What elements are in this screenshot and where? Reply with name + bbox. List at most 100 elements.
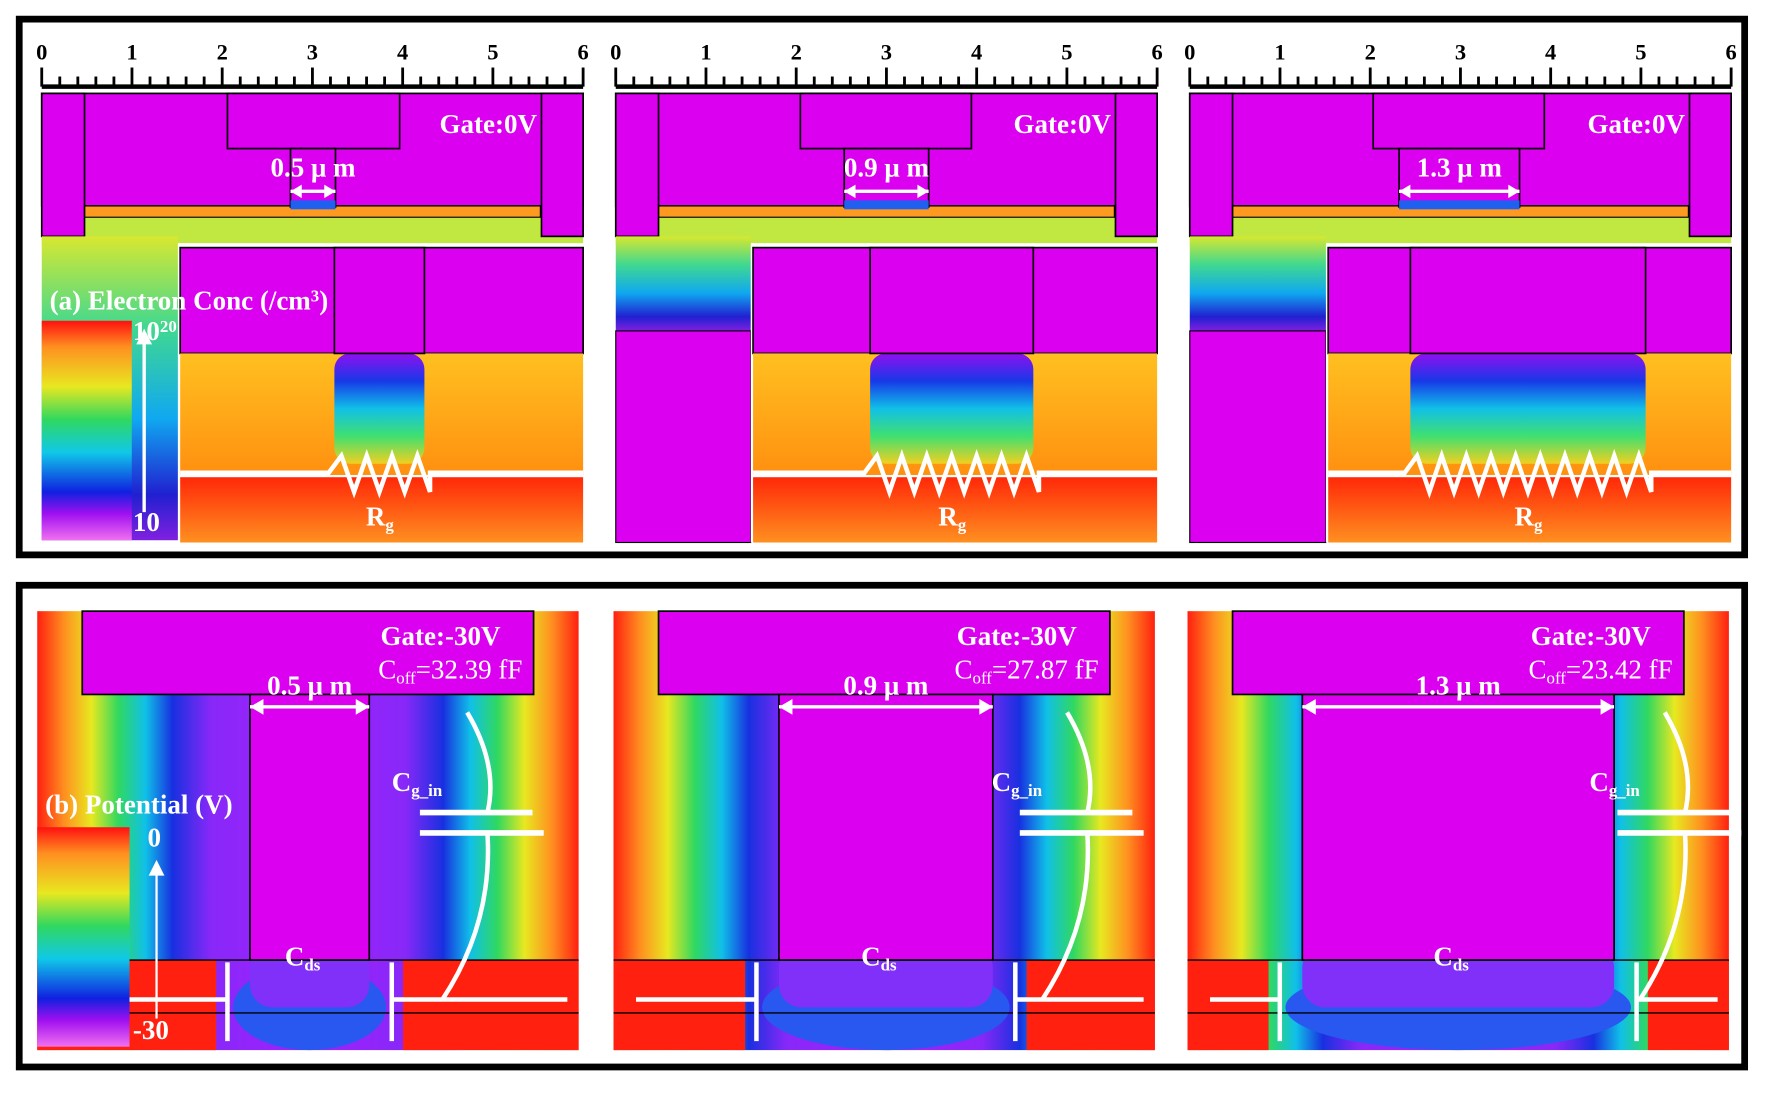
- field-bottom-left: [613, 960, 746, 1051]
- cg-label-part: g_in: [1011, 781, 1043, 800]
- ruler-label: 5: [1635, 40, 1646, 65]
- colorbar-bottom-label: -30: [133, 1015, 169, 1045]
- inset-red-band: [753, 477, 1158, 543]
- inset-trench-top: [869, 246, 1035, 355]
- gate-top: [1231, 610, 1685, 696]
- cg-wire: [1040, 711, 1093, 1001]
- gate-label: Gate:-30V: [381, 621, 501, 651]
- arrow-head: [249, 698, 370, 715]
- gate-stem: [843, 147, 930, 208]
- left-strip: [1189, 236, 1326, 331]
- resistor-label-part: R: [938, 502, 958, 532]
- cds-label-part: ds: [881, 956, 897, 975]
- inset-trench: [1410, 353, 1646, 464]
- ruler-label: 4: [397, 40, 408, 65]
- coff-label-part: off: [973, 669, 993, 688]
- resistor-label-part: g: [385, 516, 394, 535]
- ruler-label: 0: [36, 40, 47, 65]
- cds-label: Cds: [285, 942, 321, 975]
- width-label: 0.9 μ m: [843, 670, 929, 700]
- ruler-label: 2: [217, 40, 228, 65]
- coff-label-part: C: [378, 655, 396, 685]
- trench-depletion: [1302, 945, 1615, 1008]
- cds-plates: [1210, 962, 1718, 1042]
- ruler-label: 3: [307, 40, 318, 65]
- colorbar-top-label-part: 10: [133, 316, 160, 346]
- ruler-label: 6: [1152, 40, 1163, 65]
- panel-a-label: (a) Electron Conc (/cm3): [50, 286, 329, 316]
- gate-box: [1372, 92, 1546, 150]
- coff-label-part: off: [396, 669, 416, 688]
- panel-a: 0 1 2 3 4 5 6 Gate:0V 0.5 μ m Rg 0 1 2 3 4 5 6 Gate:0V 0.9…: [36, 40, 1737, 544]
- gate-label: Gate:0V: [1588, 109, 1686, 139]
- cg-label: Cg_in: [992, 767, 1043, 800]
- cds-label-part: ds: [304, 956, 320, 975]
- resistor-label-part: g: [1534, 516, 1543, 535]
- gate-foot: [1399, 200, 1520, 210]
- colorbar-a: [41, 320, 132, 541]
- arrow-head: [148, 859, 165, 876]
- resistor-label: Rg: [366, 502, 395, 535]
- field-bottom-right: [403, 960, 579, 1051]
- coff-label-part: =23.42 fF: [1566, 655, 1673, 685]
- drain-contact: [1688, 92, 1732, 238]
- panel-b-frame: [15, 581, 1749, 1071]
- gate-label: Gate:-30V: [957, 621, 1077, 651]
- cg-label-part: C: [992, 767, 1012, 797]
- colorbar-bottom-label: 10: [133, 507, 160, 537]
- cds-label-part: C: [861, 942, 881, 972]
- coff-label: Coff=27.87 fF: [955, 655, 1099, 688]
- arrow-head: [917, 184, 929, 199]
- left-strip: [615, 236, 751, 331]
- coff-label-part: C: [955, 655, 973, 685]
- cg-label-part: g_in: [411, 781, 443, 800]
- width-label: 1.3 μ m: [1416, 670, 1502, 700]
- ruler-label: 6: [1726, 40, 1737, 65]
- left-substrate: [1189, 330, 1327, 544]
- left-substrate: [615, 330, 752, 544]
- cds-plates: [59, 962, 568, 1042]
- cg-label-part: C: [392, 767, 412, 797]
- arrow-head: [844, 184, 856, 199]
- coff-label-part: off: [1547, 669, 1567, 688]
- coff-label-part: C: [1529, 655, 1547, 685]
- panel-a-label-part: ): [319, 286, 328, 316]
- drain-contact: [1114, 92, 1158, 238]
- ruler-label: 0: [610, 40, 621, 65]
- panel-a-label-part: (a) Electron Conc (/cm: [50, 286, 312, 316]
- ruler-label: 4: [971, 40, 982, 65]
- subpanel-a: 0 1 2 3 4 5 6 Gate:0V 0.9 μ m Rg: [610, 40, 1163, 544]
- ruler-label: 6: [577, 40, 588, 65]
- source-contact: [1188, 92, 1234, 238]
- coff-label: Coff=32.39 fF: [378, 655, 522, 688]
- arrow-head: [1399, 184, 1411, 199]
- gate-label: Gate:0V: [439, 109, 537, 139]
- cds-label: Cds: [861, 942, 897, 975]
- panel-a-frame: [15, 15, 1749, 559]
- trench-depletion: [778, 945, 993, 1008]
- resistor: [1328, 448, 1732, 499]
- cg-label: Cg_in: [392, 767, 443, 800]
- inset-trench-top: [333, 246, 426, 355]
- coff-label: Coff=23.42 fF: [1529, 655, 1673, 688]
- resistor: [753, 448, 1158, 499]
- inset-trench: [870, 353, 1034, 464]
- coff-label-part: =32.39 fF: [416, 655, 523, 685]
- ruler-label: 4: [1545, 40, 1556, 65]
- colorbar-top-label: 0: [148, 822, 162, 852]
- width-label: 0.5 μ m: [267, 670, 353, 700]
- inset-trench-top: [1409, 246, 1647, 355]
- colorbar-b: [37, 827, 130, 1047]
- ruler-label: 3: [881, 40, 892, 65]
- gate-label: Gate:-30V: [1531, 621, 1651, 651]
- gate-box: [799, 92, 973, 150]
- arrow-head: [1508, 184, 1520, 199]
- colorbar-top-label-part: 20: [160, 317, 177, 336]
- width-label: 0.9 μ m: [844, 153, 930, 183]
- field-bottom-right: [1026, 960, 1155, 1051]
- subpanel-a: 0 1 2 3 4 5 6 Gate:0V 1.3 μ m Rg: [1184, 40, 1737, 544]
